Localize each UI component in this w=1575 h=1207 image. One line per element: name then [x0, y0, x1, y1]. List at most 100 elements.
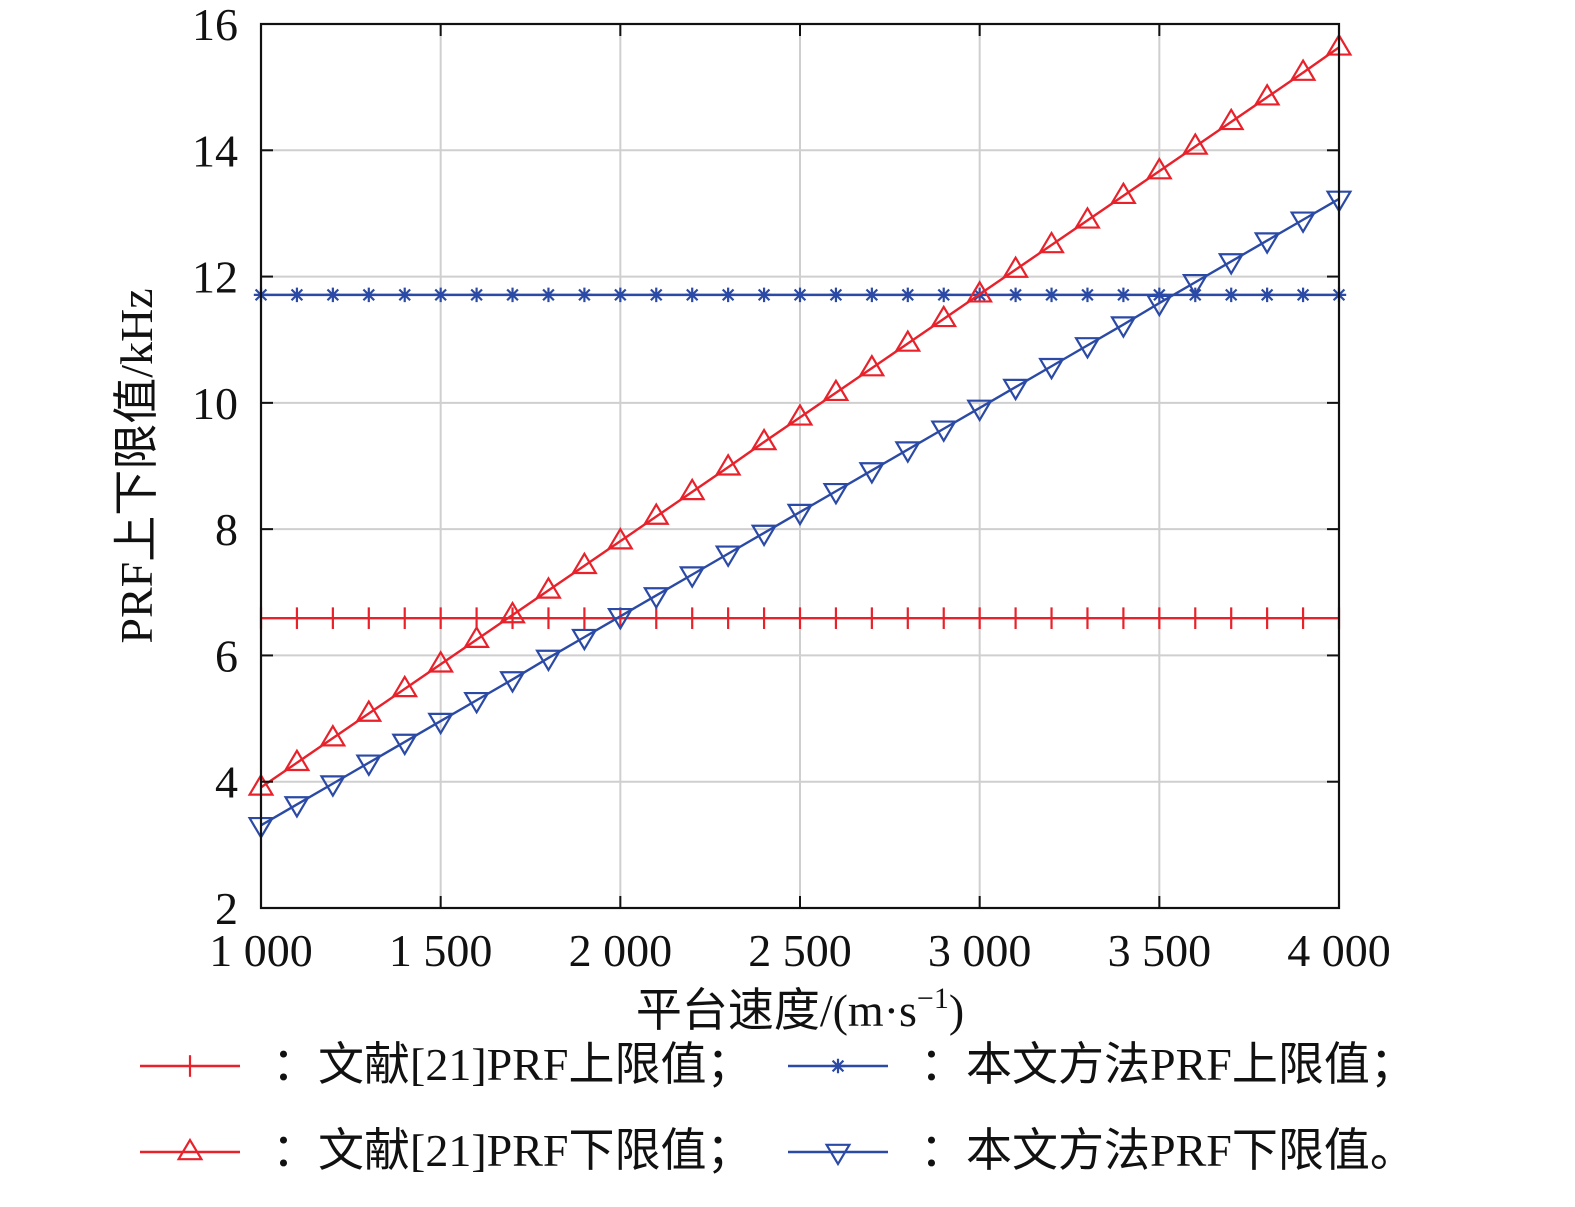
data-point	[642, 502, 670, 525]
data-point	[469, 287, 484, 303]
data-point	[355, 754, 383, 777]
axis-ticks	[260, 23, 1340, 909]
data-point	[427, 650, 454, 673]
data-point	[678, 477, 706, 501]
data-point	[391, 674, 419, 698]
data-point	[176, 1137, 204, 1161]
data-point	[1044, 287, 1059, 303]
legend-item: ：本文方法PRF下限值。	[788, 1125, 1416, 1176]
data-point	[750, 524, 778, 548]
legend-label: ：文献[21]PRF下限值；	[272, 1125, 752, 1176]
data-point	[828, 287, 844, 303]
data-point	[283, 748, 311, 772]
data-point	[505, 287, 520, 303]
data-point	[750, 427, 778, 451]
data-point	[678, 566, 706, 589]
data-point	[1145, 294, 1173, 318]
data-point	[930, 304, 958, 328]
data-point	[720, 287, 736, 303]
data-point	[714, 453, 742, 476]
x-tick-label: 1 000	[209, 925, 313, 976]
legend-label: ：本文方法PRF上限值；	[920, 1039, 1416, 1090]
data-point	[1253, 83, 1281, 106]
data-point	[830, 1058, 846, 1074]
data-point	[1253, 232, 1281, 255]
data-point	[289, 287, 305, 303]
data-point	[822, 482, 850, 506]
data-point	[1008, 287, 1023, 303]
data-point	[1080, 287, 1095, 303]
data-point	[714, 545, 742, 568]
series-line	[260, 46, 1340, 789]
data-point	[361, 287, 376, 303]
data-point	[1181, 273, 1209, 297]
x-tick-label: 2 000	[569, 925, 673, 976]
x-tick-label: 3 000	[928, 925, 1032, 976]
data-point	[894, 441, 922, 464]
x-tick-label: 1 500	[389, 925, 493, 976]
y-tick-label: 2	[215, 883, 238, 934]
data-point	[1181, 132, 1209, 155]
data-point	[319, 723, 347, 747]
data-point	[1259, 287, 1275, 303]
grid	[261, 24, 1339, 908]
data-point	[1289, 58, 1317, 81]
y-tick-label: 10	[192, 378, 238, 429]
data-point	[858, 462, 886, 485]
data-point	[499, 671, 526, 694]
data-point	[463, 625, 490, 648]
data-point	[786, 403, 814, 426]
data-point	[397, 287, 412, 303]
x-axis-title-superscript: −1	[917, 982, 949, 1015]
data-point	[1217, 107, 1245, 131]
data-point	[577, 287, 592, 303]
legend-item: ：文献[21]PRF下限值；	[140, 1125, 752, 1176]
data-point	[786, 503, 814, 527]
data-point	[1116, 287, 1131, 303]
y-axis-title: PRF上下限值/kHz	[111, 288, 162, 643]
data-point	[355, 699, 383, 722]
data-point	[433, 287, 448, 303]
y-tick-label: 12	[192, 252, 238, 303]
y-tick-label: 6	[215, 630, 238, 681]
data-point	[894, 329, 922, 352]
data-point	[1038, 230, 1065, 254]
data-point	[642, 587, 670, 610]
data-point	[1110, 316, 1137, 339]
data-point	[1289, 211, 1317, 234]
data-point	[463, 691, 490, 715]
legend-label: ：文献[21]PRF上限值；	[272, 1039, 752, 1090]
y-tick-label: 16	[192, 0, 238, 50]
x-tick-label: 4 000	[1287, 925, 1391, 976]
legend: ：文献[21]PRF上限值； ：本文方法PRF上限值； ：文献[21]PRF下限值；…	[140, 1039, 1416, 1176]
data-point	[1110, 181, 1137, 205]
series-line	[260, 197, 1340, 827]
data-point	[499, 600, 526, 624]
data-point	[649, 287, 664, 303]
data-point	[685, 287, 700, 303]
data-point	[824, 1143, 852, 1167]
data-point	[1038, 357, 1065, 381]
legend-item: ：本文方法PRF上限值；	[788, 1039, 1416, 1090]
legend-label: ：本文方法PRF下限值。	[920, 1125, 1416, 1176]
data-point	[571, 628, 598, 652]
y-tick-label: 14	[192, 125, 238, 176]
data-point	[571, 551, 598, 575]
data-point	[541, 287, 556, 303]
data-point	[1074, 337, 1101, 360]
data-point	[936, 287, 951, 303]
data-point	[930, 420, 958, 443]
x-axis-title: 平台速度/(m·s−1)	[636, 982, 964, 1036]
y-tick-label: 8	[215, 504, 238, 555]
series-3	[247, 33, 1353, 796]
data-point	[1224, 287, 1239, 303]
data-point	[756, 287, 772, 303]
series-1	[259, 607, 1341, 629]
data-point	[1002, 378, 1029, 402]
legend-item: ：文献[21]PRF上限值；	[140, 1039, 752, 1090]
data-point	[607, 607, 634, 631]
x-tick-label: 2 500	[748, 925, 852, 976]
data-point	[427, 712, 454, 736]
